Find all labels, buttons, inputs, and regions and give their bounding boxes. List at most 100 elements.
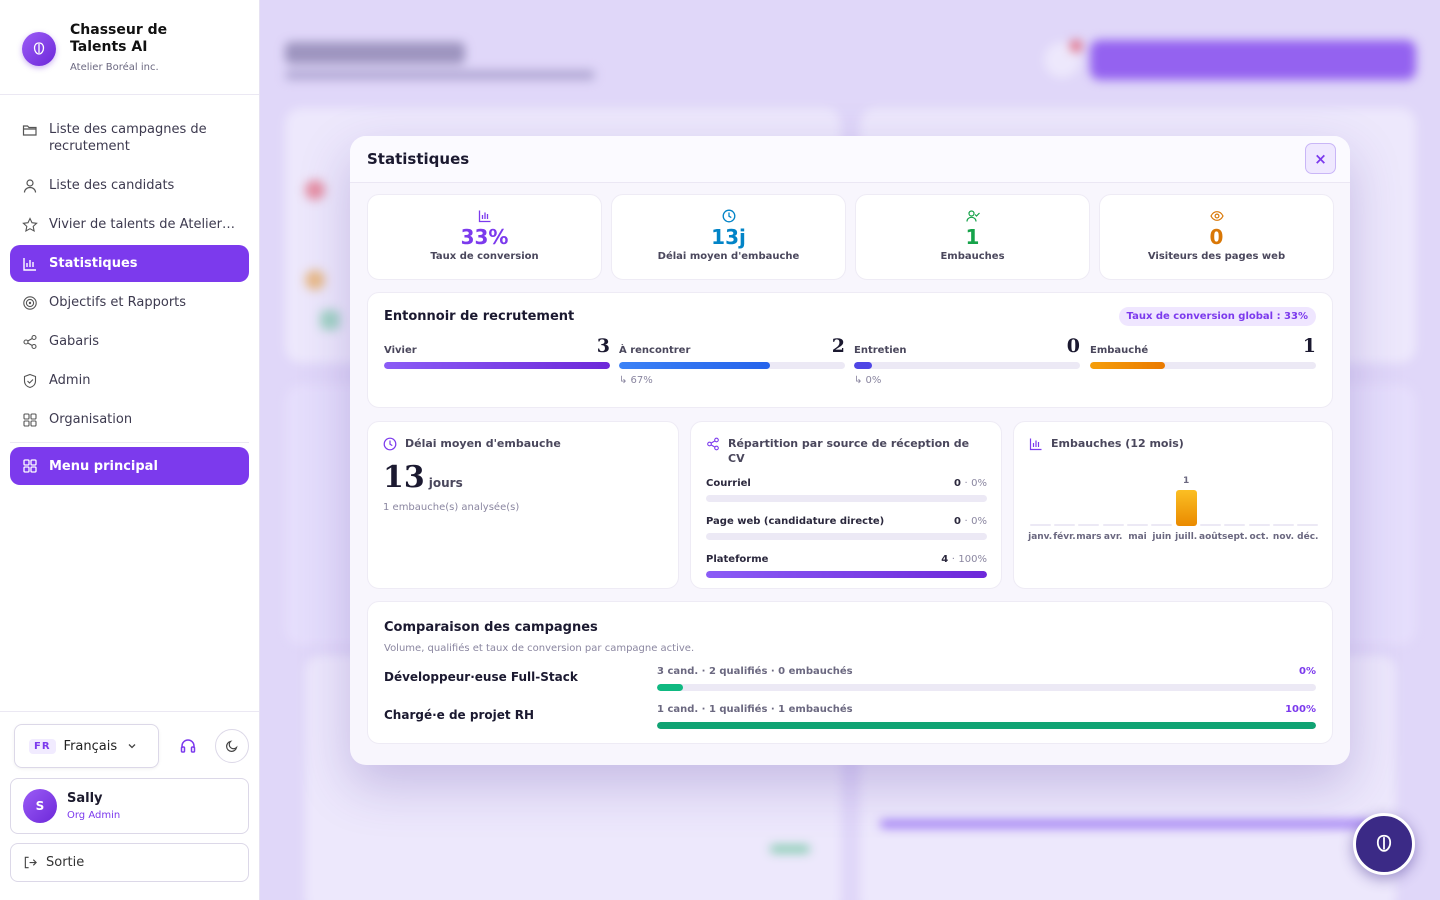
source-row: Plateforme 4 · 100% bbox=[706, 554, 987, 578]
target-icon bbox=[23, 296, 37, 310]
sidebar-item-label: Vivier de talents de Atelier Boréal inc. bbox=[49, 217, 237, 232]
kpi-value: 13j bbox=[711, 225, 746, 249]
statistics-modal: Statistiques × 33% Taux de conversion 13… bbox=[350, 136, 1350, 765]
logout-label: Sortie bbox=[46, 855, 85, 870]
source-bar bbox=[706, 571, 987, 578]
comparison-title: Comparaison des campagnes bbox=[384, 620, 598, 635]
kpi-visitors-card: 0 Visiteurs des pages web bbox=[1099, 194, 1334, 280]
sidebar-item-talent-pool[interactable]: Vivier de talents de Atelier Boréal inc. bbox=[10, 206, 249, 243]
bar-chart-icon bbox=[1029, 438, 1042, 451]
source-count: 0 bbox=[954, 516, 961, 527]
hires-month-label: janv. bbox=[1028, 532, 1053, 542]
clock-icon bbox=[383, 437, 397, 451]
kpi-label: Délai moyen d'embauche bbox=[657, 251, 800, 262]
hires-month-label: févr. bbox=[1053, 532, 1076, 542]
hires-bar-6 bbox=[1175, 490, 1197, 526]
stage-count: 3 bbox=[596, 335, 610, 357]
brand-name: Chasseur de Talents AI bbox=[70, 22, 168, 55]
logout-button[interactable]: Sortie bbox=[10, 843, 249, 882]
grid-icon bbox=[23, 413, 37, 427]
theme-toggle-button[interactable] bbox=[215, 729, 249, 763]
campaign-meta: 3 cand. · 2 qualifiés · 0 embauchés bbox=[657, 666, 853, 677]
kpi-label: Visiteurs des pages web bbox=[1147, 251, 1286, 262]
modal-title: Statistiques bbox=[367, 150, 470, 168]
brand-logo[interactable] bbox=[22, 32, 56, 66]
sidebar-item-templates[interactable]: Gabaris bbox=[10, 323, 249, 360]
avatar: S bbox=[23, 789, 57, 823]
stage-name: Vivier bbox=[384, 345, 417, 356]
hires-bar-7 bbox=[1200, 524, 1221, 526]
kpi-label: Embauches bbox=[940, 251, 1005, 262]
source-pct: 0% bbox=[971, 516, 987, 527]
funnel-stage: Embauché 1 bbox=[1090, 337, 1316, 369]
hires-bar-3 bbox=[1102, 524, 1124, 526]
sidebar-item-statistics[interactable]: Statistiques bbox=[10, 245, 249, 282]
source-row: Page web (candidature directe) 0 · 0% bbox=[706, 516, 987, 540]
stage-bar bbox=[619, 362, 771, 369]
campaign-row[interactable]: Chargé·e de projet RH 1 cand. · 1 qualif… bbox=[384, 704, 1316, 734]
user-role: Org Admin bbox=[67, 810, 121, 821]
hires-month-label: mai bbox=[1128, 532, 1147, 542]
sidebar-item-organisation[interactable]: Organisation bbox=[10, 401, 249, 438]
hires-bar-chart: janv. févr. mars avr. mai juin 1 juill. août sept… bbox=[1028, 466, 1320, 554]
user-check-icon bbox=[965, 210, 980, 222]
hires-bar-2 bbox=[1078, 524, 1100, 526]
main-menu-button[interactable]: Menu principal bbox=[10, 447, 249, 485]
sidebar-item-goals[interactable]: Objectifs et Rapports bbox=[10, 284, 249, 321]
share-icon bbox=[23, 334, 37, 350]
conversion-badge: Taux de conversion global : 33% bbox=[1118, 307, 1316, 326]
hires-month-label: mars bbox=[1076, 532, 1102, 542]
sidebar-item-candidates[interactable]: Liste des candidats bbox=[10, 167, 249, 204]
stage-bar bbox=[854, 362, 873, 369]
comparison-subtitle: Volume, qualifiés et taux de conversion … bbox=[384, 643, 695, 654]
funnel-stage: Vivier 3 bbox=[384, 337, 610, 369]
delay-panel: Délai moyen d'embauche 13 jours 1 embauc… bbox=[367, 421, 679, 589]
sidebar-item-admin[interactable]: Admin bbox=[10, 362, 249, 399]
source-name: Page web (candidature directe) bbox=[706, 516, 885, 527]
headphones-icon bbox=[180, 739, 196, 753]
stage-bar bbox=[1090, 362, 1165, 369]
stage-name: À rencontrer bbox=[619, 345, 691, 356]
sidebar-item-campaigns[interactable]: Liste des campagnes de recrutement bbox=[10, 111, 249, 165]
language-select[interactable]: FR Français bbox=[14, 724, 159, 768]
nav-divider bbox=[10, 442, 249, 443]
sidebar-item-label: Organisation bbox=[49, 412, 133, 427]
campaign-name: Développeur·euse Full-Stack bbox=[384, 670, 578, 684]
hires-data-label: 1 bbox=[1183, 476, 1190, 486]
stage-count: 1 bbox=[1302, 335, 1316, 357]
sidebar: Chasseur de Talents AI Atelier Boréal in… bbox=[0, 0, 260, 900]
user-card[interactable]: S Sally Org Admin bbox=[10, 778, 249, 834]
hires-bar-0 bbox=[1029, 524, 1051, 526]
delay-title: Délai moyen d'embauche bbox=[405, 437, 561, 450]
sidebar-item-label: Liste des campagnes de recrutement bbox=[49, 122, 207, 154]
kpi-conversion-card: 33% Taux de conversion bbox=[367, 194, 602, 280]
campaign-meta: 1 cand. · 1 qualifiés · 1 embauchés bbox=[657, 704, 853, 715]
hires-bar-9 bbox=[1248, 524, 1270, 526]
campaign-row[interactable]: Développeur·euse Full-Stack 3 cand. · 2 … bbox=[384, 666, 1316, 696]
sources-title: Répartition par source de réception de C… bbox=[728, 437, 970, 465]
support-button[interactable] bbox=[171, 729, 205, 763]
kpi-value: 33% bbox=[460, 225, 509, 249]
source-count: 4 bbox=[941, 554, 949, 565]
stage-conversion: ↳ 67% bbox=[619, 375, 653, 386]
hires-month-label: août bbox=[1199, 532, 1222, 542]
user-name: Sally bbox=[67, 791, 103, 806]
hires-month-label: juin bbox=[1152, 532, 1172, 542]
chevron-down-icon bbox=[128, 744, 136, 749]
funnel-stage: À rencontrer 2 ↳ 67% bbox=[619, 337, 845, 386]
hires-month-label: sept. bbox=[1222, 532, 1248, 542]
brand: Chasseur de Talents AI Atelier Boréal in… bbox=[0, 0, 259, 95]
hires-bar-8 bbox=[1224, 524, 1246, 526]
clock-icon bbox=[722, 209, 735, 223]
share-icon bbox=[707, 437, 719, 451]
assistant-fab-button[interactable] bbox=[1353, 813, 1415, 875]
nav-menu: Liste des campagnes de recrutement Liste… bbox=[0, 95, 259, 443]
sidebar-item-label: Admin bbox=[49, 373, 91, 388]
hires-bar-5 bbox=[1151, 524, 1173, 526]
sidebar-item-label: Gabaris bbox=[49, 334, 99, 349]
close-button[interactable]: × bbox=[1305, 143, 1336, 174]
funnel-stage: Entretien 0 ↳ 0% bbox=[854, 337, 1080, 386]
language-code: FR bbox=[29, 738, 56, 754]
hires-chart-panel: Embauches (12 mois) janv. févr. mars avr. ma… bbox=[1013, 421, 1333, 589]
hires-month-label: juill. bbox=[1175, 532, 1198, 542]
